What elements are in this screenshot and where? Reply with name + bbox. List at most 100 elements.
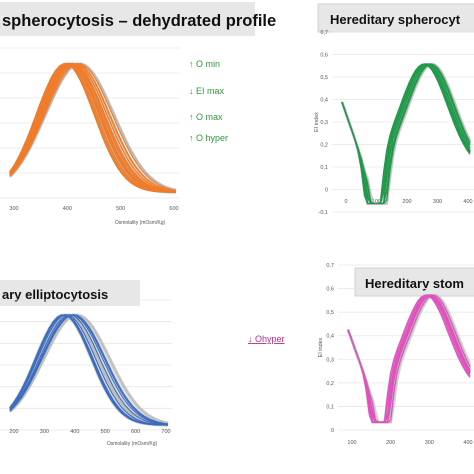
patient-curve	[341, 63, 471, 205]
patient-curve	[9, 63, 177, 193]
panel-1: spherocytosis – dehydrated profile	[0, 2, 276, 36]
panel-2-plot: 0 100 200 300 400 -0,1 0 0,1 0,2 0,3 0,4 0,5 0,6 0,7 E…	[314, 30, 474, 216]
patient-curve	[341, 63, 471, 205]
reference-curve	[346, 293, 472, 424]
patient-curve	[9, 314, 169, 425]
patient-curve	[347, 294, 471, 423]
patient-curve	[347, 294, 471, 423]
y-axis-label: EI index	[314, 112, 320, 132]
panel-3-title-box	[0, 280, 140, 306]
patient-curve	[9, 63, 177, 193]
reference-curve	[340, 62, 472, 205]
patient-curve	[347, 294, 471, 423]
x-tick-label: 200	[386, 440, 395, 446]
x-tick-label: 300	[40, 429, 49, 435]
x-tick-label: 400	[463, 199, 472, 205]
y-tick-label: 0,5	[320, 75, 328, 81]
patient-curve	[341, 63, 471, 205]
patient-curve	[9, 63, 177, 192]
reference-curve	[346, 294, 472, 424]
reference-curve	[346, 293, 471, 424]
x-tick-label: 300	[433, 199, 442, 205]
reference-curve	[340, 62, 472, 205]
panel-4-plot: 100 200 300 400 0 0,1 0,2 0,3 0,4 0,5 0,6 0,7 EI ind…	[318, 263, 474, 446]
patient-curve	[341, 63, 471, 205]
reference-curve	[346, 293, 471, 424]
patient-curve	[347, 294, 471, 423]
reference-curve	[346, 294, 472, 424]
x-tick-label: 600	[131, 429, 140, 435]
reference-curve	[9, 62, 177, 192]
reference-curve	[346, 293, 472, 424]
y-tick-label: 0,4	[320, 98, 328, 104]
patient-curve	[347, 294, 471, 423]
annotation-o-min: ↑ O min	[189, 59, 220, 69]
panel-1-plot: 300 400 500 600 Osmolality (mOsm/Kg)	[0, 47, 180, 226]
y-tick-label: 0,1	[326, 404, 334, 410]
patient-curve	[347, 294, 471, 423]
panel-4: Hereditary stom	[354, 267, 474, 297]
y-tick-label: 0,6	[320, 53, 328, 59]
x-tick-label: 600	[169, 206, 178, 212]
y-tick-label: 0	[331, 428, 334, 434]
y-tick-label: 0,7	[320, 30, 328, 36]
reference-curve	[346, 294, 472, 424]
patient-curve	[9, 63, 176, 193]
reference-curve	[340, 62, 472, 205]
patient-curve	[341, 63, 471, 205]
reference-curve	[340, 62, 472, 205]
patient-curve	[9, 314, 169, 426]
x-axis-label: Osmolality (mOsm/Kg)	[107, 441, 158, 447]
x-tick-label: 0	[344, 199, 347, 205]
y-tick-label: 0,2	[320, 143, 328, 149]
panel-4-title-box	[354, 267, 474, 297]
patient-curve	[341, 63, 471, 205]
reference-curve	[346, 293, 472, 424]
x-tick-label: 100	[347, 440, 356, 446]
panel-1-title-box	[0, 2, 255, 36]
y-tick-label: 0,3	[326, 357, 334, 363]
panel-2: Hereditary spherocyt	[317, 3, 474, 33]
x-tick-label: 400	[63, 206, 72, 212]
x-tick-label: 400	[463, 440, 472, 446]
patient-curve	[347, 294, 471, 423]
y-tick-label: 0	[325, 188, 328, 194]
x-tick-label: 100	[372, 199, 381, 205]
reference-curve	[346, 293, 472, 424]
y-tick-label: 0,1	[320, 165, 328, 171]
patient-curve	[9, 314, 169, 425]
panel-1-annotations: ↑ O min ↓ EI max ↑ O max ↑ O hyper	[189, 59, 228, 143]
reference-curve	[340, 62, 471, 205]
reference-curve	[346, 293, 472, 424]
x-tick-label: 700	[161, 429, 170, 435]
panel-3-title: ary elliptocytosis	[2, 287, 108, 302]
y-axis-label: EI index	[318, 337, 324, 357]
reference-curve	[9, 313, 169, 425]
patient-curve	[341, 63, 471, 205]
patient-curve	[347, 294, 471, 423]
patient-curve	[341, 63, 471, 205]
reference-curve	[346, 293, 472, 424]
reference-curve	[346, 294, 472, 424]
y-tick-label: 0,7	[326, 263, 334, 269]
patient-curve	[341, 63, 471, 205]
annotation-ei-max: ↓ EI max	[189, 86, 225, 96]
y-tick-label: 0,2	[326, 381, 334, 387]
y-tick-label: 0,6	[326, 287, 334, 293]
reference-curve	[340, 62, 472, 205]
x-tick-label: 300	[9, 206, 18, 212]
x-tick-label: 500	[116, 206, 125, 212]
x-axis-label: Osmolality (mOsm/Kg)	[115, 220, 166, 226]
patient-curve	[9, 63, 177, 192]
x-tick-label: 200	[402, 199, 411, 205]
panel-2-title: Hereditary spherocyt	[330, 12, 461, 27]
panel-3-side-note: ↓ Ohyper	[248, 334, 285, 344]
patient-curve	[347, 294, 471, 423]
y-tick-label: 0,4	[326, 334, 334, 340]
patient-curve	[9, 63, 177, 193]
reference-curve	[340, 62, 471, 205]
reference-curve	[340, 62, 472, 205]
patient-curve	[9, 314, 169, 426]
reference-curve	[346, 293, 472, 424]
panel-2-title-box	[317, 3, 474, 33]
